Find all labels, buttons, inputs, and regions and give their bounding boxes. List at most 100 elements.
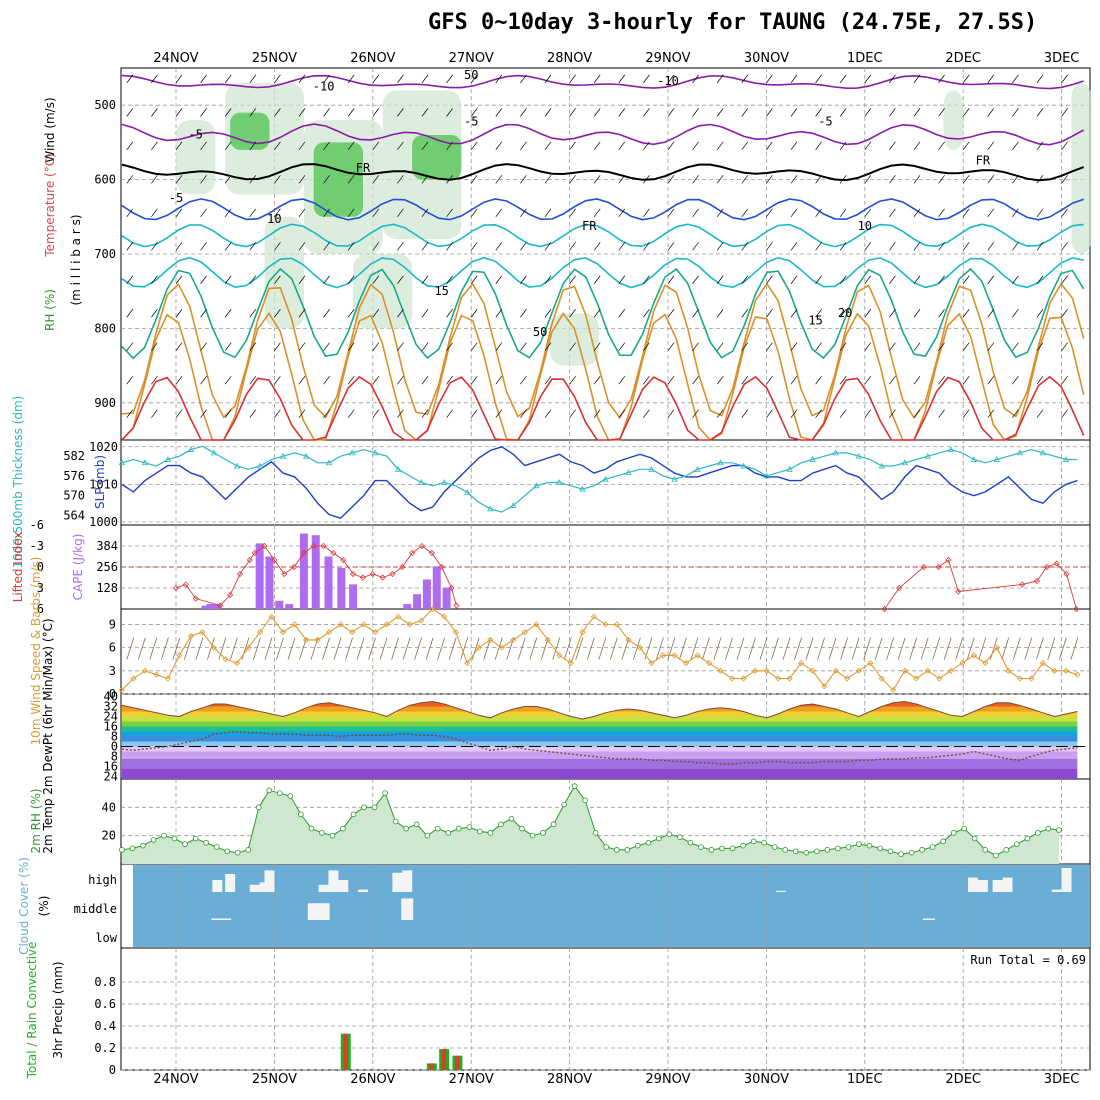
wind-barb (692, 208, 699, 218)
wind10-barb (966, 637, 975, 660)
wind-barb (1061, 409, 1068, 418)
wind10-barb (989, 637, 998, 660)
wind-barb (347, 175, 355, 184)
wind-barb (446, 375, 453, 385)
cloud-high-bar (249, 884, 260, 892)
rh-marker (750, 838, 757, 845)
cloud-unit-label: (%) (37, 896, 51, 917)
wind-barb (470, 309, 478, 318)
wind-barb (372, 409, 380, 418)
wind-barb (815, 108, 822, 117)
wind-barb (224, 375, 232, 385)
wind-barb (397, 409, 404, 418)
wind-barb (618, 275, 626, 284)
wind-barb (1061, 309, 1068, 318)
lifted-index-marker (896, 584, 903, 592)
contour-label: 15 (434, 284, 448, 298)
wind10-barb (356, 637, 365, 660)
wind10-barb (137, 637, 146, 660)
wind-barb (446, 409, 453, 418)
wind-barb (323, 309, 330, 318)
wind-barb (913, 141, 921, 151)
cloud-level-label: low (95, 931, 117, 945)
rh-tick-label: 20 (102, 829, 116, 843)
wind-barb (298, 108, 306, 117)
wind-barb (1036, 208, 1044, 218)
wind-barb (889, 108, 896, 117)
wind-barb (839, 141, 847, 151)
wind-barb (151, 175, 158, 184)
cloud-axis-label: Cloud Cover (%) (17, 857, 31, 955)
wind-barb (200, 275, 207, 284)
wind-barb (126, 409, 134, 418)
wind10-marker (924, 667, 931, 674)
wind10-barb (863, 637, 872, 660)
rh-marker (792, 848, 799, 855)
thickness-marker (325, 459, 333, 466)
lifted-index-marker (1033, 577, 1041, 585)
wind-barb (249, 275, 257, 284)
wind10-barb (195, 637, 204, 660)
wind-barb (200, 375, 207, 385)
thickness-marker (395, 466, 402, 472)
wind-barb (839, 342, 847, 351)
temp-band (121, 751, 1078, 759)
wind10-marker (890, 687, 897, 694)
wind-barb (618, 108, 626, 117)
wind10-barb (632, 637, 641, 660)
lifted-index-marker (881, 605, 888, 613)
wind10-barb (552, 637, 561, 660)
wind10-marker (982, 660, 989, 667)
wind-barb (987, 108, 995, 117)
wind10-barb (414, 637, 423, 660)
rh-marker (182, 841, 188, 847)
wind10-barb (437, 637, 446, 660)
wind-barb (569, 375, 576, 385)
wind-barb (421, 342, 429, 351)
cloud-high-bar (225, 874, 236, 892)
wind10-barb (817, 637, 825, 660)
rh-marker (740, 842, 746, 849)
rh-marker (371, 804, 378, 811)
wind-barb (889, 242, 896, 251)
wind-barb (716, 409, 724, 418)
wind-barb (1012, 375, 1019, 385)
wind-barb (421, 409, 429, 418)
wind-barb (618, 409, 626, 418)
rh-marker (477, 828, 483, 835)
wind-barb (544, 409, 552, 418)
wind10-barb (160, 637, 169, 660)
rh-marker (992, 852, 999, 859)
wind10-marker (291, 621, 298, 628)
wind10-barb (241, 637, 250, 660)
wind10-barb (805, 637, 814, 660)
pressure-tick-label: 600 (94, 173, 116, 187)
wind-barb (446, 309, 453, 318)
wind10-marker (728, 675, 736, 682)
lifted-index-marker (428, 549, 435, 557)
wind-barb (667, 141, 675, 151)
wind-barb (323, 74, 330, 84)
wind-barb (249, 342, 257, 351)
wind-barb (126, 208, 134, 218)
wind10-barb (218, 637, 227, 660)
wind-barb (347, 242, 355, 251)
rh-marker (361, 804, 367, 811)
lifted-index-marker (236, 570, 244, 578)
wind-barb (569, 208, 576, 218)
wind-barb (987, 208, 995, 218)
date-label-top: 27NOV (449, 51, 494, 66)
thickness-marker (993, 456, 1001, 462)
thickness-marker (1016, 449, 1024, 456)
wind10-barb (656, 637, 664, 660)
rh-shading (549, 313, 600, 366)
wind-barb (987, 342, 995, 351)
wind10-barb (183, 637, 192, 660)
lifted-index-marker (281, 570, 288, 578)
wind10-barb (402, 637, 411, 660)
rh-marker (508, 815, 515, 822)
lifted-index-marker (172, 584, 180, 592)
wind-barb (520, 275, 527, 284)
wind-barb (913, 242, 921, 251)
wind-barb (151, 242, 158, 251)
